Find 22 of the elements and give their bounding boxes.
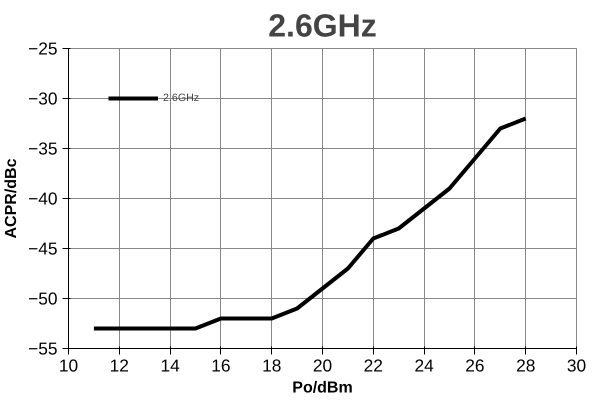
x-tick-label: 28 [516,356,536,376]
x-tick-label: 20 [312,356,332,376]
y-tick-label: −40 [28,188,58,208]
x-tick-label: 22 [364,356,383,376]
x-axis-title: Po/dBm [292,380,353,396]
y-tick-label: −35 [28,138,58,158]
x-tick-label: 30 [566,356,586,376]
line-series [92,116,528,330]
y-tick-label: −50 [28,288,58,308]
x-tick-label: 10 [58,356,78,376]
x-tick-label: 16 [211,356,231,376]
x-tick-label: 12 [110,356,129,376]
y-tick-label: −45 [28,238,58,258]
y-axis-title: ACPR/dBc [3,158,20,239]
y-tick-label: −30 [28,88,58,108]
x-tick-label: 14 [160,356,180,376]
y-tick-label: −55 [28,338,58,358]
x-tick-label: 24 [414,356,434,376]
chart-title: 2.6GHz [268,8,377,44]
y-tick-label: −25 [28,38,58,58]
x-tick-label: 26 [465,356,485,376]
x-tick-label: 18 [262,356,282,376]
